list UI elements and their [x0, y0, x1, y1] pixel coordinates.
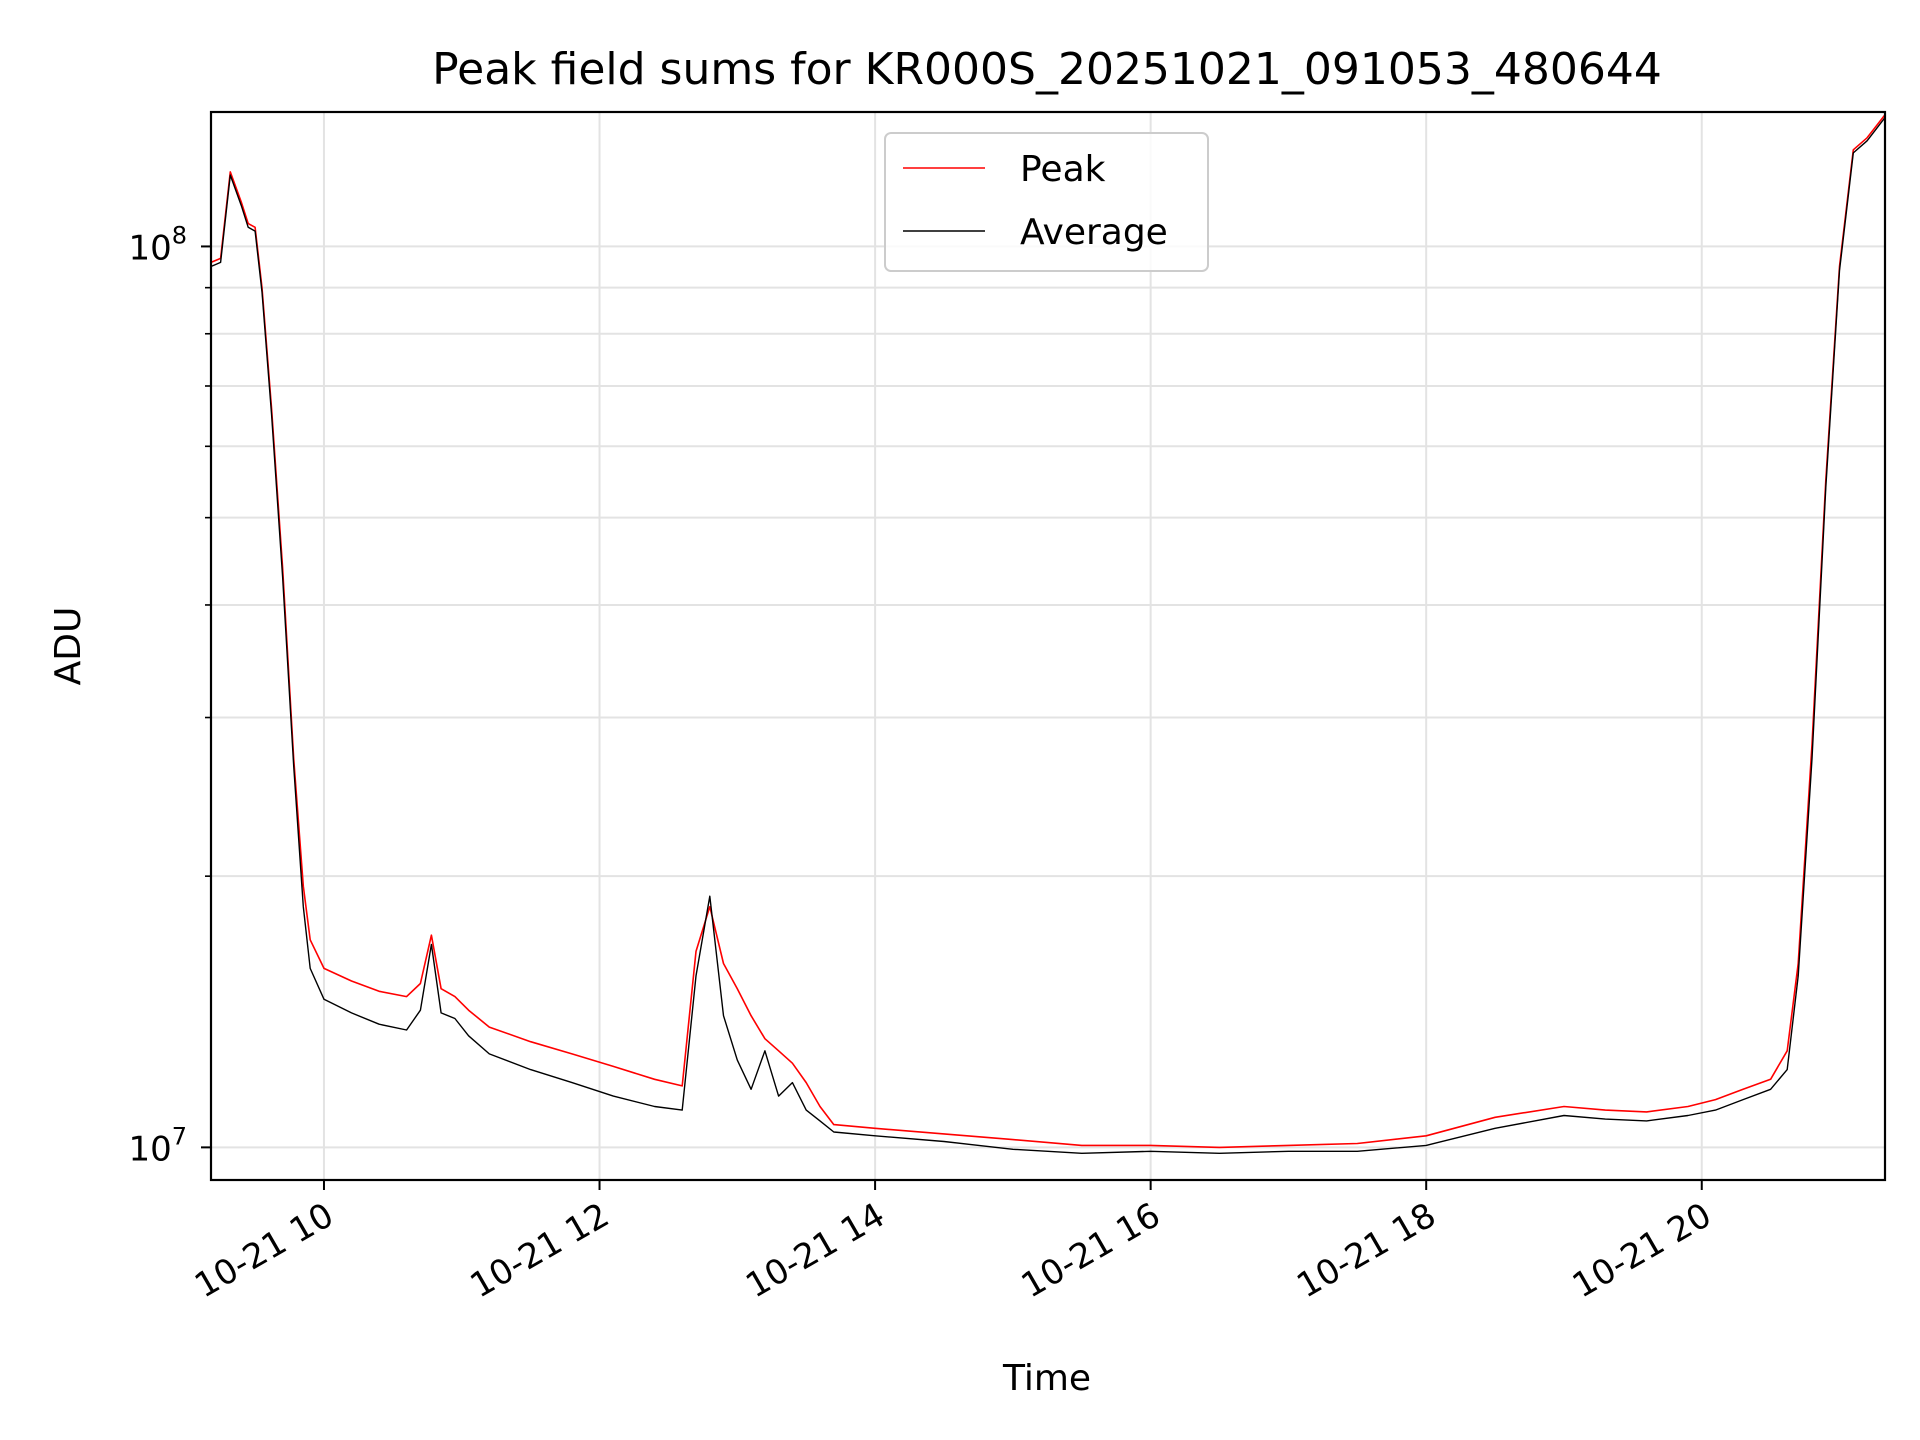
series-layer — [210, 114, 1886, 1155]
y-axis-label: ADU — [48, 607, 89, 686]
legend-peak-label: Peak — [1020, 149, 1106, 190]
legend: Peak Average — [884, 132, 1209, 272]
y-tick-label: 107 — [128, 1122, 187, 1169]
legend-average-label: Average — [1020, 212, 1168, 253]
series-line-peak — [210, 114, 1886, 1149]
series-line-average — [210, 117, 1886, 1155]
plot-frame — [209, 110, 1887, 1182]
y-tick-label: 108 — [128, 221, 187, 268]
chart-title: Peak field sums for KR000S_20251021_0910… — [432, 44, 1662, 95]
x-axis-label: Time — [1002, 1358, 1091, 1399]
grid-layer — [211, 112, 1885, 1180]
